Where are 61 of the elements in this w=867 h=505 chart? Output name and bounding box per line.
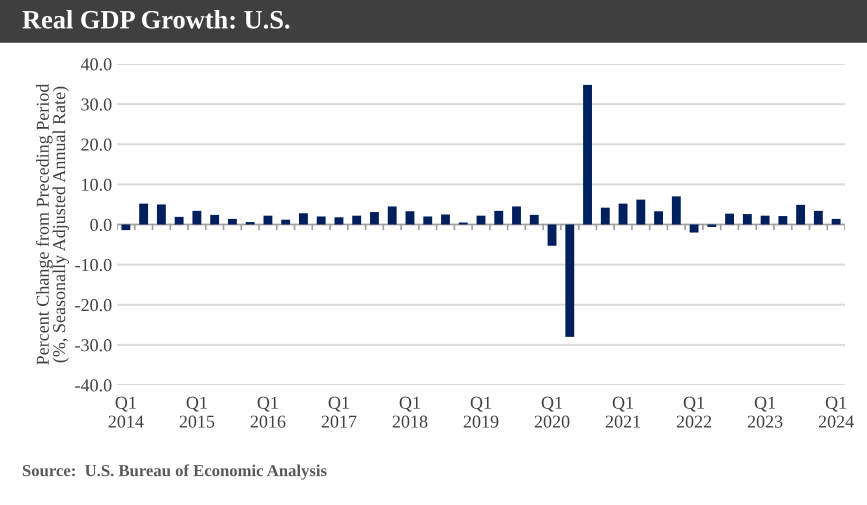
bar (263, 216, 272, 224)
bar (334, 217, 344, 224)
bar (832, 218, 841, 224)
x-tick-label: Q1 2021 (606, 396, 640, 428)
bar (370, 212, 379, 224)
bar (156, 204, 166, 224)
y-tick-label: 40.0 (80, 58, 112, 71)
x-tick-label: Q1 2014 (108, 396, 144, 428)
bar (388, 206, 397, 224)
bar (174, 216, 184, 224)
bar (742, 214, 752, 224)
bar (636, 200, 646, 224)
y-tick-label: -40.0 (75, 379, 112, 392)
y-tick-label: -20.0 (75, 299, 112, 312)
x-tick-label: Q1 2016 (250, 396, 286, 428)
y-tick-label: 20.0 (81, 138, 112, 151)
bar (192, 210, 202, 224)
bar (423, 216, 432, 224)
x-tick-label: Q1 2023 (748, 396, 782, 428)
bar (210, 214, 220, 224)
x-tick-label: Q1 2022 (676, 396, 712, 428)
bar (814, 210, 823, 224)
x-tick-label: Q1 2017 (322, 396, 356, 428)
bar (476, 216, 486, 224)
bar (778, 216, 788, 224)
bar (600, 208, 610, 224)
bar (281, 220, 290, 224)
y-tick-label: 10.0 (82, 178, 112, 191)
bar (139, 204, 148, 224)
bar (530, 214, 539, 224)
x-tick-label: Q1 2019 (464, 396, 498, 428)
bar (352, 216, 362, 224)
bar (796, 204, 806, 224)
y-tick-label: 30.0 (81, 98, 112, 111)
y-tick-label: -30.0 (75, 339, 112, 352)
x-tick-label: Q1 2024 (818, 396, 854, 428)
y-tick-label: 0.0 (90, 218, 112, 232)
x-tick-label: Q1 2020 (534, 396, 570, 428)
bar (672, 196, 681, 224)
x-tick-label: Q1 2015 (180, 396, 214, 428)
bar (618, 204, 628, 224)
bar (299, 213, 308, 224)
bar (690, 224, 699, 233)
bar (316, 216, 326, 224)
chart-title: Real GDP Growth: U.S. (22, 10, 290, 29)
bar (228, 218, 237, 224)
bar (121, 224, 130, 230)
bar (494, 210, 504, 224)
source-note: Source: U.S. Bureau of Economic Analysis (22, 464, 327, 480)
bar (512, 206, 521, 224)
bar (441, 214, 450, 224)
bar (725, 214, 734, 224)
y-tick-label: -10.0 (75, 258, 112, 272)
y-axis-title: Percent Change from Preceding Period (%, Seasonally Adjusted Annual Rate) (36, 84, 69, 365)
bar (583, 84, 592, 224)
bar (654, 211, 663, 224)
bar (565, 224, 574, 337)
x-tick-label: Q1 2018 (392, 396, 428, 428)
bar (406, 211, 414, 224)
bar (760, 216, 770, 224)
bar (548, 224, 556, 246)
